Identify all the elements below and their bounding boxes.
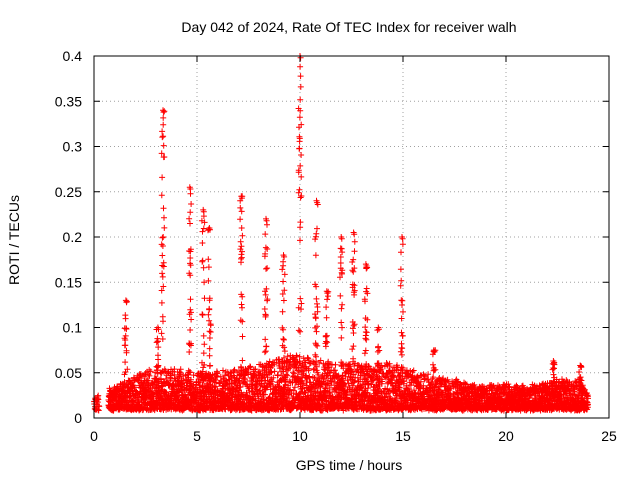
data-point: [146, 372, 153, 379]
data-point: [179, 380, 186, 387]
data-point: [264, 374, 271, 381]
data-point: [305, 365, 312, 372]
data-point: [134, 394, 141, 401]
data-point: [290, 387, 297, 394]
data-point: [147, 368, 154, 375]
data-point: [249, 396, 256, 403]
data-point: [222, 372, 228, 379]
data-point: [245, 371, 252, 378]
data-point: [187, 369, 194, 376]
data-point: [332, 367, 338, 374]
data-point: [237, 383, 244, 390]
data-point: [287, 364, 294, 371]
data-point: [154, 370, 161, 377]
data-point: [331, 388, 338, 395]
data-point: [284, 353, 291, 360]
data-point: [284, 372, 291, 379]
data-point: [95, 406, 102, 413]
data-point: [95, 396, 102, 403]
data-point: [306, 360, 313, 367]
data-point: [145, 377, 152, 384]
data-point: [270, 374, 277, 381]
data-point: [310, 366, 317, 373]
data-point: [317, 357, 324, 364]
data-point: [131, 384, 138, 391]
data-point: [95, 402, 102, 409]
data-point: [301, 389, 308, 396]
data-point: [231, 366, 238, 373]
data-point: [220, 367, 226, 374]
data-point: [286, 378, 293, 385]
chart-title: Day 042 of 2024, Rate Of TEC Index for r…: [181, 19, 516, 35]
data-point: [266, 381, 273, 388]
data-point: [275, 372, 281, 378]
data-point: [212, 383, 219, 390]
data-point: [334, 396, 341, 403]
data-point: [290, 369, 297, 376]
data-point: [286, 391, 292, 398]
data-point: [269, 378, 276, 385]
data-point: [157, 375, 164, 382]
data-point: [178, 383, 185, 390]
data-point: [252, 366, 259, 373]
data-point: [291, 370, 297, 377]
data-point: [299, 368, 306, 375]
data-point: [150, 393, 157, 400]
data-point: [332, 361, 339, 368]
data-point: [262, 391, 268, 398]
data-point: [291, 384, 298, 391]
data-point: [274, 395, 281, 402]
data-point: [320, 376, 327, 382]
data-point: [285, 382, 292, 389]
data-point: [227, 395, 233, 402]
data-point: [271, 368, 278, 375]
data-point: [197, 378, 204, 385]
data-point: [145, 371, 152, 378]
data-point: [247, 364, 254, 371]
data-point: [263, 384, 270, 391]
data-point: [296, 353, 303, 360]
data-point: [287, 386, 294, 393]
data-point: [268, 369, 275, 376]
data-point: [177, 366, 184, 373]
data-point: [262, 377, 269, 384]
data-point: [334, 373, 341, 380]
data-point: [168, 372, 174, 379]
data-point: [213, 368, 220, 375]
data-point: [171, 366, 178, 373]
data-point: [266, 395, 273, 402]
data-point: [158, 387, 165, 394]
data-points: [91, 53, 591, 414]
